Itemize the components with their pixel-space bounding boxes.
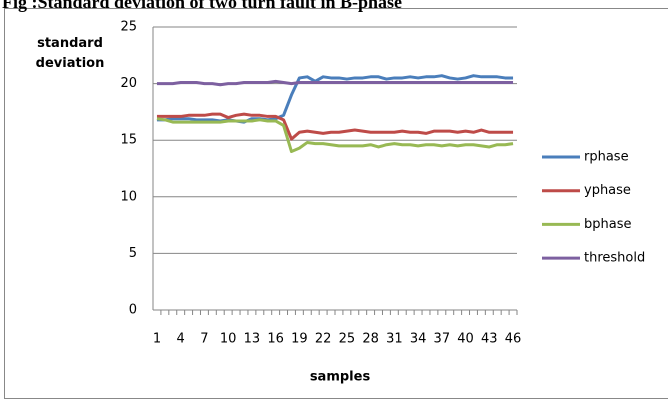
x-tick-label: 25 bbox=[339, 332, 356, 347]
x-tick-label: 28 bbox=[362, 332, 379, 347]
series-line bbox=[156, 74, 514, 124]
y-tick-label: 10 bbox=[120, 189, 137, 204]
x-tick-label: 34 bbox=[410, 332, 427, 347]
y-tick-label: 15 bbox=[120, 133, 137, 148]
x-tick-label: 1 bbox=[153, 332, 161, 347]
series-line bbox=[156, 112, 514, 141]
series-line bbox=[156, 79, 514, 87]
chart-frame bbox=[4, 8, 668, 399]
y-axis-label: standard deviation bbox=[35, 36, 105, 71]
x-tick-label: 16 bbox=[267, 332, 284, 347]
x-tick-label: 19 bbox=[291, 332, 308, 347]
x-tick-label: 37 bbox=[434, 332, 451, 347]
series-line bbox=[156, 117, 514, 154]
x-tick-label: 7 bbox=[200, 332, 208, 347]
legend-label: bphase bbox=[584, 217, 631, 232]
legend-label: yphase bbox=[584, 183, 631, 198]
legend-label: rphase bbox=[584, 150, 629, 165]
chart-title: Fig :Standard deviation of two turn faul… bbox=[2, 0, 402, 12]
y-tick-label: 25 bbox=[120, 20, 137, 35]
x-tick-label: 13 bbox=[244, 332, 261, 347]
x-tick-label: 10 bbox=[220, 332, 237, 347]
y-tick-label: 0 bbox=[129, 303, 137, 318]
y-tick-label: 20 bbox=[120, 76, 137, 91]
legend-label: threshold bbox=[584, 251, 645, 266]
x-tick-label: 46 bbox=[505, 332, 522, 347]
x-tick-label: 22 bbox=[315, 332, 332, 347]
x-tick-label: 4 bbox=[177, 332, 185, 347]
x-tick-label: 31 bbox=[386, 332, 403, 347]
y-tick-label: 5 bbox=[129, 246, 137, 261]
x-tick-label: 40 bbox=[457, 332, 474, 347]
x-axis-label: samples bbox=[310, 370, 371, 385]
x-tick-label: 43 bbox=[481, 332, 498, 347]
